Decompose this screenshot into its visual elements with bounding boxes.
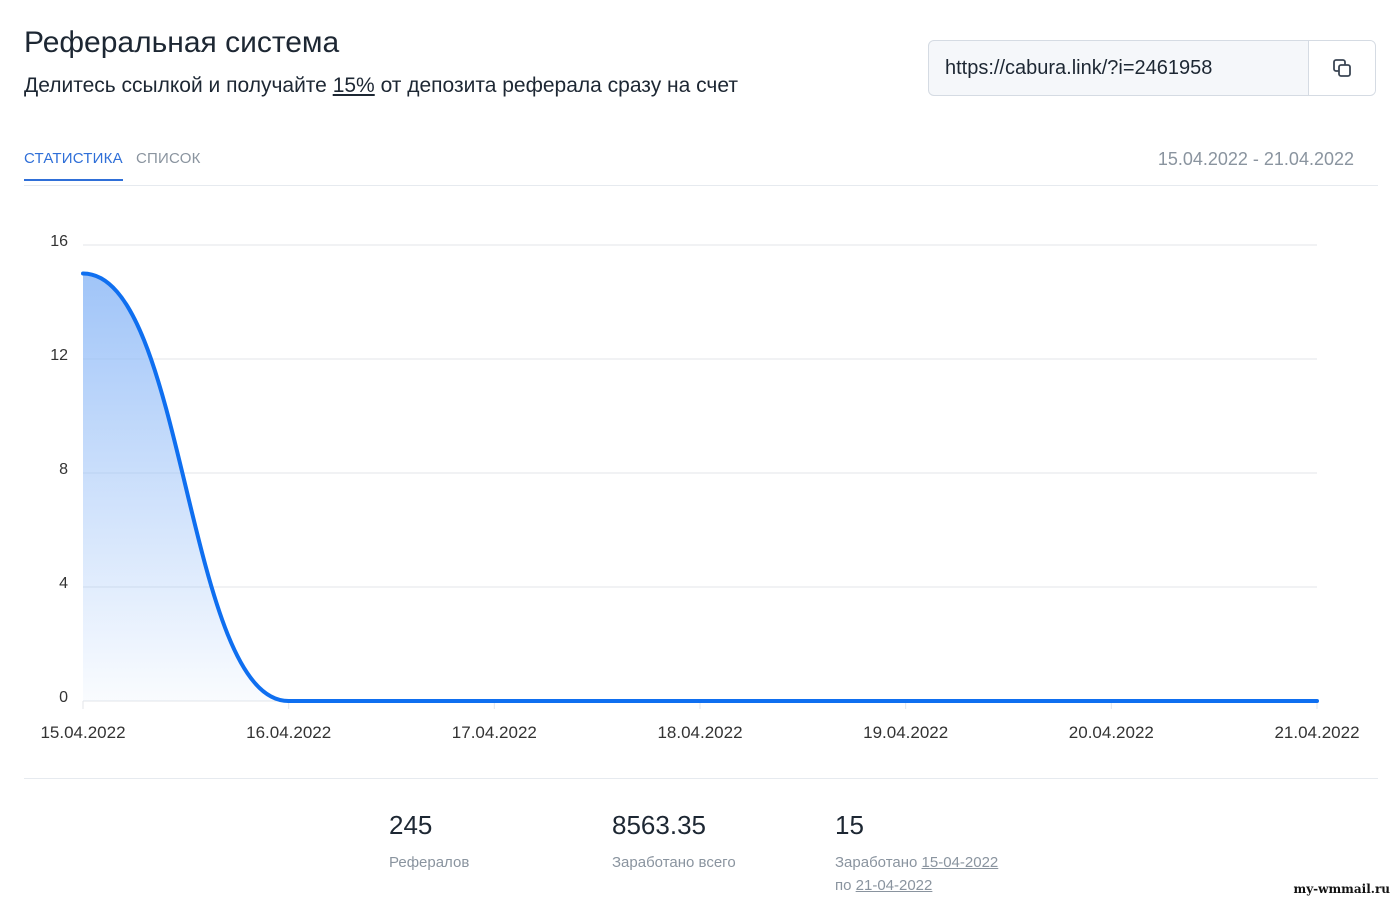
- subtitle-percent: 15%: [332, 74, 375, 97]
- x-tick-label: 17.04.2022: [452, 723, 537, 742]
- data-point-0: [81, 271, 85, 276]
- stat-earned-total: 8563.35 Заработано всего: [612, 810, 736, 874]
- stat-earned-period: 15 Заработано 15-04-2022 по 21-04-2022: [835, 810, 998, 897]
- x-tick-label: 16.04.2022: [246, 723, 331, 742]
- stat-referrals: 245 Рефералов: [389, 810, 469, 874]
- x-tick-label: 15.04.2022: [40, 723, 125, 742]
- copy-link-button[interactable]: [1308, 41, 1375, 95]
- copy-icon: [1333, 59, 1351, 77]
- earned-total-label: Заработано всего: [612, 854, 736, 871]
- data-point-4: [903, 699, 908, 703]
- y-tick-label: 4: [59, 575, 68, 592]
- data-point-2: [492, 699, 497, 703]
- earned-to-date[interactable]: 21-04-2022: [855, 877, 933, 894]
- referral-link-box: [928, 40, 1376, 96]
- y-tick-label: 16: [50, 233, 68, 250]
- earned-total-value: 8563.35: [612, 810, 706, 840]
- x-tick-label: 21.04.2022: [1274, 723, 1359, 742]
- x-tick-label: 19.04.2022: [863, 723, 948, 742]
- tab-statistics[interactable]: СТАТИСТИКА: [24, 150, 123, 181]
- series-area: [83, 273, 1317, 701]
- data-point-1: [286, 699, 291, 703]
- subtitle-text-start: Делитесь ссылкой и получайте: [24, 74, 333, 97]
- stats-divider: [24, 778, 1378, 779]
- date-range-picker[interactable]: 15.04.2022 - 21.04.2022: [1157, 149, 1354, 169]
- referral-chart: 0 4 8 12 16 15.04.2022 16.04.2022 17.04.2022 18.…: [40, 233, 1359, 742]
- earned-from-date[interactable]: 15-04-2022: [921, 854, 999, 871]
- subtitle-text-end: от депозита реферала сразу на счет: [374, 74, 738, 97]
- earned-to-label: по: [835, 877, 856, 894]
- earned-from-label: Заработано: [835, 854, 922, 871]
- referral-link-input[interactable]: [929, 41, 1308, 95]
- referrals-count: 245: [389, 810, 433, 840]
- y-tick-label: 12: [50, 347, 68, 364]
- x-tick-label: 20.04.2022: [1069, 723, 1154, 742]
- data-point-3: [698, 699, 702, 703]
- tab-list[interactable]: СПИСОК: [136, 150, 201, 167]
- data-point-6: [1315, 699, 1319, 703]
- series-line: [82, 271, 1317, 704]
- page-subtitle: Делитесь ссылкой и получайте 15% от депо…: [24, 74, 738, 98]
- watermark: my-wmmail.ru: [1293, 882, 1391, 896]
- y-tick-label: 0: [59, 689, 68, 706]
- page-title: Реферальная система: [24, 26, 340, 59]
- y-tick-label: 8: [59, 461, 68, 478]
- data-point-5: [1109, 699, 1114, 703]
- x-tick-label: 18.04.2022: [657, 723, 742, 742]
- tabs-bar: СТАТИСТИКА СПИСОК 15.04.2022 - 21.04.202…: [24, 140, 1378, 186]
- earned-period-label: Заработано 15-04-2022 по 21-04-2022: [835, 851, 998, 897]
- referrals-label: Рефералов: [389, 854, 470, 871]
- earned-period-value: 15: [835, 810, 864, 840]
